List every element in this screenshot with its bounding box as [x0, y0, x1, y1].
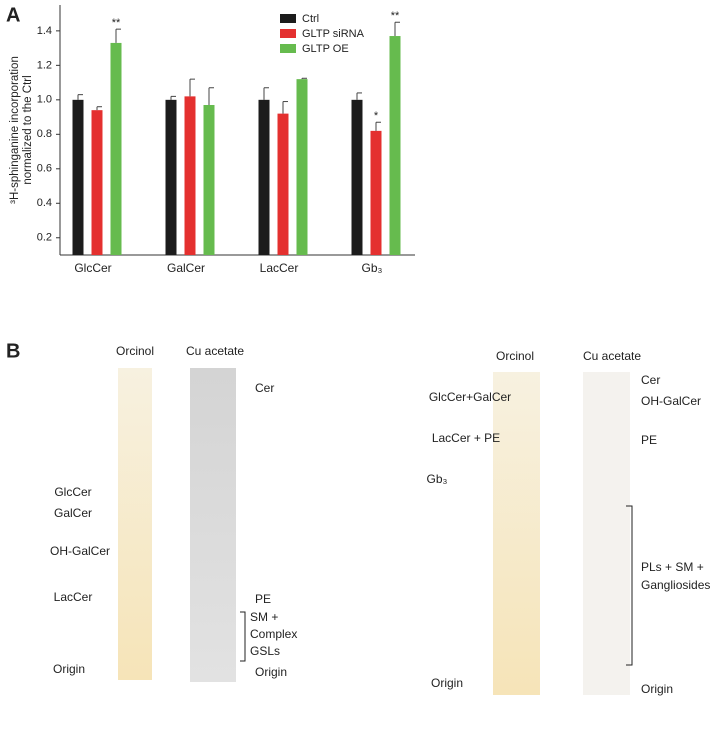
- significance-label: **: [112, 17, 121, 29]
- bracket: [240, 611, 246, 662]
- blot-images: [118, 368, 633, 695]
- band-label: Cer: [641, 373, 660, 387]
- legend-label: GLTP OE: [302, 43, 349, 55]
- bracket: [626, 505, 633, 666]
- y-tick-label: 1.4: [37, 25, 52, 37]
- legend-swatch: [280, 29, 296, 38]
- band-label: Gb₃: [427, 472, 448, 486]
- band-label: SM +: [250, 610, 278, 624]
- tlc-strip: [493, 372, 540, 695]
- y-tick-label: 1.2: [37, 59, 52, 71]
- bar: [72, 99, 84, 256]
- band-label: PE: [255, 592, 271, 606]
- significance-label: *: [374, 110, 379, 122]
- band-label: LacCer + PE: [432, 431, 500, 445]
- bar: [91, 110, 103, 255]
- tlc-strip: [583, 372, 630, 695]
- panel-label: A: [6, 4, 20, 26]
- column-header: Cu acetate: [583, 349, 641, 363]
- y-tick-label: 0.4: [37, 197, 52, 209]
- band-label: OH-GalCer: [641, 394, 701, 408]
- significance-label: **: [391, 10, 400, 22]
- column-header: Cu acetate: [186, 344, 244, 358]
- bar: [351, 99, 363, 256]
- bar: [258, 99, 270, 256]
- band-label: Gangliosides: [641, 578, 710, 592]
- band-label: LacCer: [54, 590, 93, 604]
- band-label: Origin: [641, 682, 673, 696]
- bar: [184, 96, 196, 256]
- x-tick-label: GlcCer: [74, 261, 111, 275]
- x-tick-label: LacCer: [260, 261, 299, 275]
- band-label: GSLs: [250, 644, 280, 658]
- bar: [389, 36, 401, 255]
- column-header: Orcinol: [496, 349, 534, 363]
- y-tick-label: 0.8: [37, 128, 52, 140]
- band-label: PE: [641, 433, 657, 447]
- y-tick-label: 0.2: [37, 232, 52, 244]
- tlc-strip: [190, 368, 236, 682]
- band-label: PLs + SM +: [641, 560, 704, 574]
- band-label: Origin: [431, 676, 463, 690]
- x-tick-label: Gb₃: [362, 261, 383, 275]
- legend-swatch: [280, 44, 296, 53]
- bar: [277, 113, 289, 255]
- band-label: Origin: [53, 662, 85, 676]
- legend-label: GLTP siRNA: [302, 28, 365, 40]
- legend-swatch: [280, 14, 296, 23]
- band-label: Cer: [255, 381, 274, 395]
- band-label: Origin: [255, 665, 287, 679]
- column-header: Orcinol: [116, 344, 154, 358]
- x-tick-label: GalCer: [167, 261, 205, 275]
- tlc-strip: [118, 368, 152, 680]
- band-label: GlcCer: [54, 485, 91, 499]
- band-label: GlcCer+GalCer: [429, 390, 511, 404]
- bar: [296, 79, 308, 255]
- band-label: GalCer: [54, 506, 92, 520]
- y-axis-label: normalized to the Ctrl: [22, 75, 34, 184]
- legend-label: Ctrl: [302, 13, 319, 25]
- band-label: Complex: [250, 627, 297, 641]
- y-axis-label: ³H-sphinganine incorporation: [9, 56, 21, 204]
- bar: [165, 99, 177, 256]
- bar: [110, 42, 122, 256]
- y-tick-label: 1.0: [37, 94, 52, 106]
- bar: [370, 130, 382, 255]
- panel-label: B: [6, 340, 20, 362]
- y-tick-label: 0.6: [37, 163, 52, 175]
- bar: [203, 105, 215, 255]
- band-label: OH-GalCer: [50, 544, 110, 558]
